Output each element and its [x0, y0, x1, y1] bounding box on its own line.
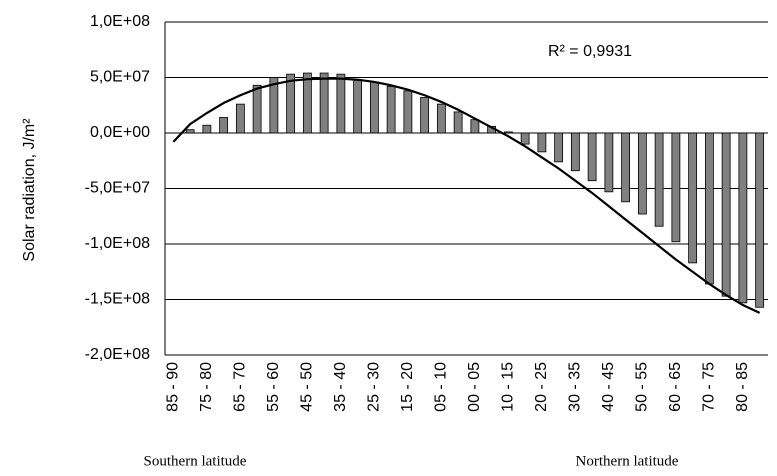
bar [386, 85, 396, 134]
bar [286, 73, 296, 134]
x-tick-label: 75 - 80 [198, 362, 215, 412]
x-tick-label: 20 - 25 [533, 362, 550, 412]
bar [219, 117, 229, 134]
bar [554, 132, 564, 163]
bar [704, 132, 714, 285]
x-tick-label: 50 - 55 [634, 362, 651, 412]
x-tick-label: 70 - 75 [701, 362, 718, 412]
southern-label: Southern latitude [144, 453, 247, 469]
y-tick-label: 1,0E+08 [90, 13, 150, 30]
x-tick-label: 60 - 65 [667, 362, 684, 412]
y-tick-label: -1,0E+08 [85, 235, 150, 252]
x-tick-label: 55 - 60 [265, 362, 282, 412]
y-tick-label: 0,0E+00 [90, 124, 150, 141]
bar [403, 90, 413, 134]
x-tick-label: 65 - 70 [232, 362, 249, 412]
bar [688, 132, 698, 264]
northern-label: Northern latitude [576, 453, 679, 469]
y-tick-label: -2,0E+08 [85, 346, 150, 363]
bar [453, 111, 463, 134]
bar [202, 124, 212, 134]
x-tick-label: 80 - 85 [734, 362, 751, 412]
bar [570, 132, 580, 172]
x-tick-label: 85 - 90 [165, 362, 182, 412]
bar [369, 81, 379, 134]
trend-line [172, 77, 761, 314]
x-tick-label: 25 - 30 [366, 362, 383, 412]
x-tick-label: 15 - 20 [399, 362, 416, 412]
bar [319, 72, 329, 134]
bar [621, 132, 631, 203]
bar [671, 132, 681, 243]
bar [755, 132, 765, 308]
bar [185, 129, 195, 134]
x-tick-label: 10 - 15 [500, 362, 517, 412]
x-tick-label: 35 - 40 [332, 362, 349, 412]
bar [604, 132, 614, 193]
bar [336, 73, 346, 134]
bar [436, 103, 446, 134]
bar [738, 132, 748, 304]
y-tick-label: -5,0E+07 [85, 180, 150, 197]
x-tick-label: 40 - 45 [600, 362, 617, 412]
x-tick-label: 05 - 10 [433, 362, 450, 412]
bar [721, 132, 731, 297]
r-squared: R² = 0,9931 [548, 43, 632, 60]
bar [269, 77, 279, 134]
x-tick-label: 00 - 05 [466, 362, 483, 412]
y-tick-label: -1,5E+08 [85, 291, 150, 308]
bar [235, 103, 245, 134]
bar [503, 131, 513, 134]
bar [420, 97, 430, 134]
bar [587, 132, 597, 182]
x-tick-label: 30 - 35 [567, 362, 584, 412]
bar [470, 119, 480, 134]
y-axis-label: Solar radiation, J/m² [21, 118, 38, 262]
bar [637, 132, 647, 215]
x-tick-label: 45 - 50 [299, 362, 316, 412]
bar [252, 84, 262, 134]
bar [520, 132, 530, 145]
bar [302, 72, 312, 134]
bar [353, 79, 363, 134]
y-tick-label: 5,0E+07 [90, 69, 150, 86]
bar [654, 132, 664, 227]
bar [537, 132, 547, 153]
